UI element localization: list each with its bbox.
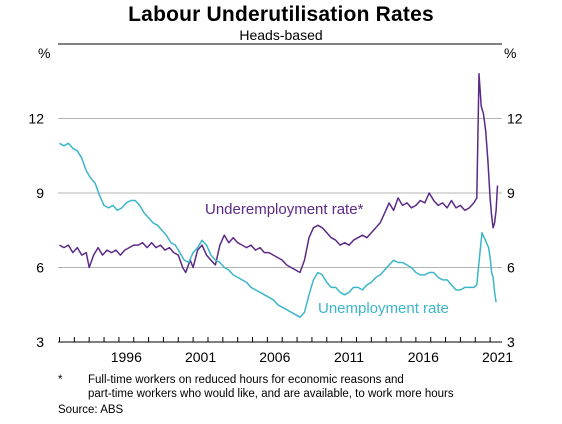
y-unit-right: %: [504, 45, 516, 61]
footnote-marker: *: [58, 374, 63, 386]
underemployment-line: [59, 73, 499, 274]
source-note: Source: ABS: [58, 404, 124, 416]
x-tick-label-2001: 2001: [185, 349, 216, 365]
y-tick-label-left-3: 3: [36, 334, 44, 350]
x-tick-label-1996: 1996: [111, 349, 142, 365]
x-tick-label-2006: 2006: [259, 349, 290, 365]
y-tick-label-right-12: 12: [507, 111, 523, 127]
footnote-line-1: Full-time workers on reduced hours for e…: [88, 374, 404, 386]
underemployment-label: Underemployment rate*: [205, 201, 364, 218]
y-tick-label-left-6: 6: [36, 260, 44, 276]
series-lines: [59, 73, 499, 318]
y-unit-left: %: [38, 45, 50, 61]
chart-subtitle: Heads-based: [239, 27, 323, 43]
y-tick-label-right-9: 9: [507, 185, 515, 201]
x-tick-label-2021: 2021: [482, 349, 513, 365]
y-tick-label-right-6: 6: [507, 260, 515, 276]
labels: Underemployment rate* Unemployment rate: [205, 201, 449, 317]
y-tick-label-right-3: 3: [507, 334, 515, 350]
grid-lines: [58, 118, 502, 268]
x-tick-label-2016: 2016: [408, 349, 439, 365]
y-tick-label-left-12: 12: [28, 111, 44, 127]
unemployment-line: [59, 142, 497, 318]
unemployment-label: Unemployment rate: [318, 300, 449, 317]
y-tick-label-left-9: 9: [36, 185, 44, 201]
x-tick-label-2011: 2011: [334, 349, 364, 365]
axes: 3 3 6 6 9 9 12 12% % 1996 2001 2006 2011 2016 2021: [28, 43, 523, 365]
footnote-line-2: part-time workers who would like, and ar…: [88, 388, 454, 400]
chart-title: Labour Underutilisation Rates: [128, 3, 434, 26]
